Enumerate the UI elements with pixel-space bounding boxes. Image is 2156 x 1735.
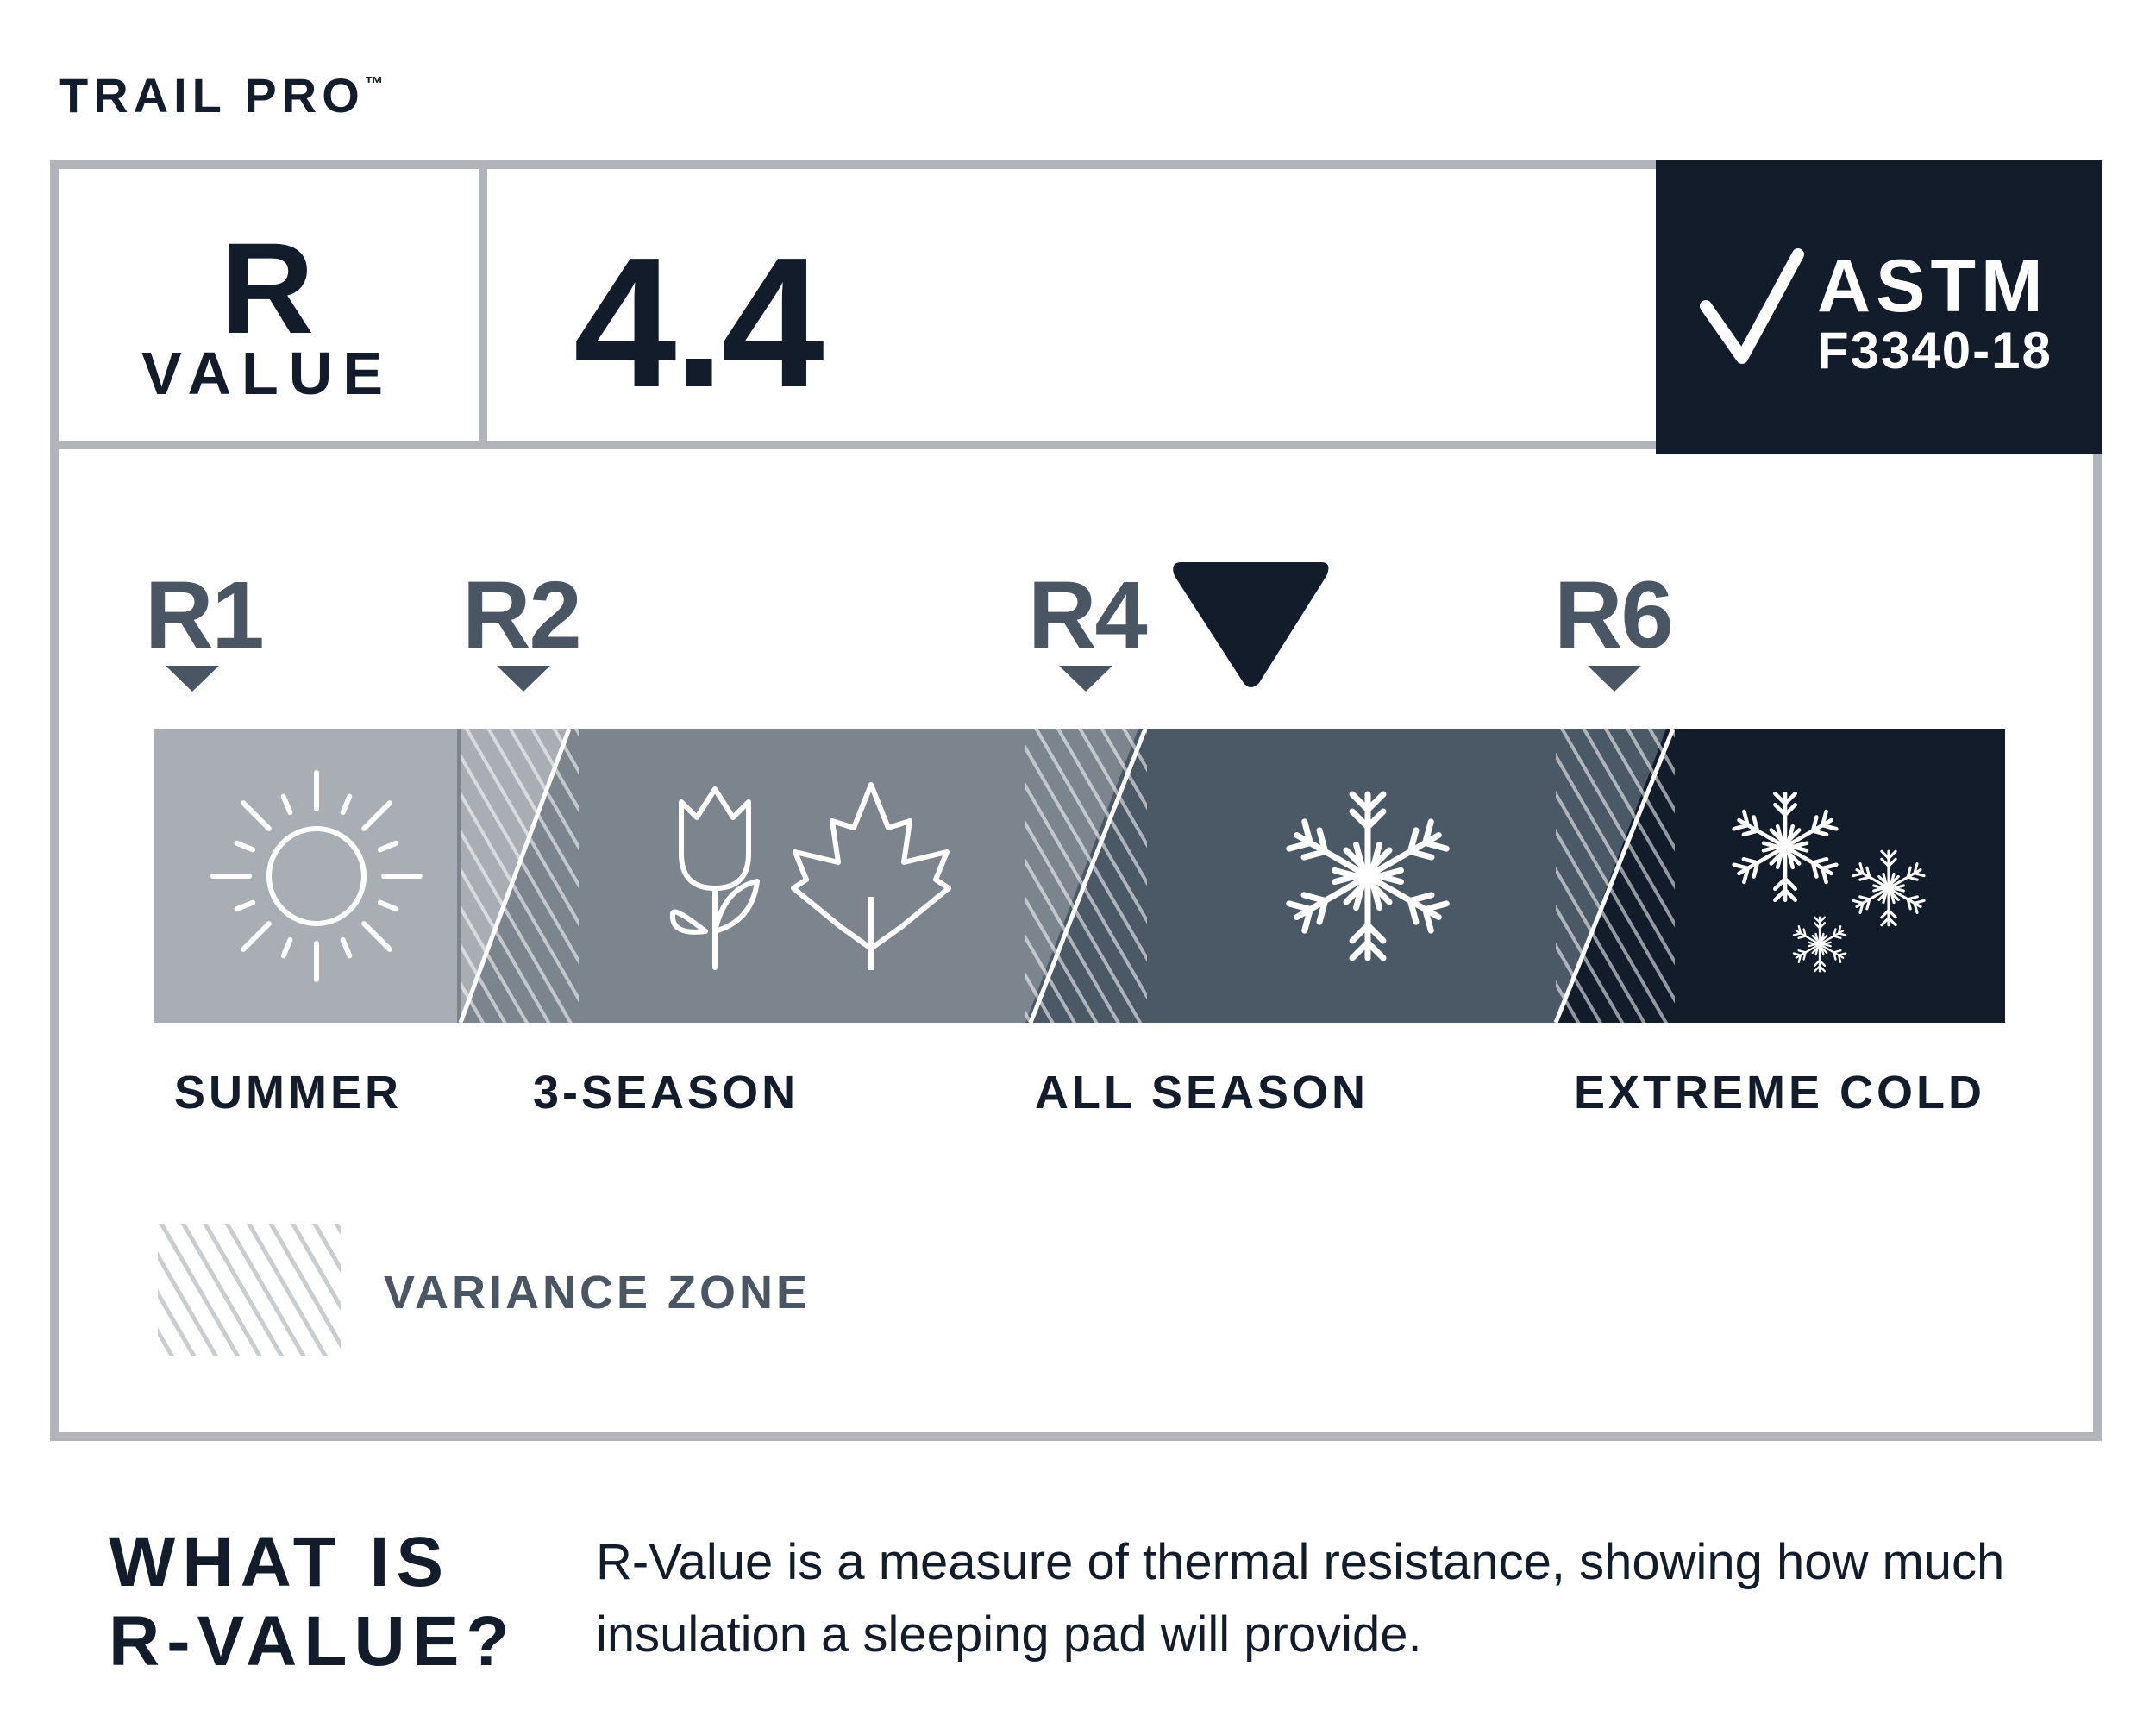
season-label-all-season: ALL SEASON (1035, 1067, 1369, 1118)
marker-label-r1: R1 (145, 562, 265, 668)
label-divider (479, 160, 487, 445)
season-label-3-season: 3-SEASON (533, 1067, 799, 1118)
astm-code: F3340-18 (1817, 322, 2053, 379)
question-heading-line1: WHAT IS (109, 1523, 451, 1601)
question-heading-line2: R-VALUE? (109, 1602, 517, 1681)
astm-name: ASTM (1817, 245, 2048, 328)
r-value-number: 4.4 (573, 218, 824, 426)
variance-zone-label: VARIANCE ZONE (384, 1267, 812, 1318)
marker-label-r2: R2 (462, 562, 582, 668)
season-label-summer: SUMMER (174, 1067, 402, 1118)
top-row-divider (50, 441, 1663, 449)
rating-card-frame (50, 160, 2102, 1441)
brand-title: TRAIL PRO™ (59, 67, 384, 123)
r-label: R (220, 216, 315, 360)
trademark-symbol: ™ (364, 72, 384, 94)
marker-label-r6: R6 (1554, 562, 1674, 668)
r-value-description: R-Value is a measure of thermal resistan… (596, 1534, 2005, 1663)
brand-name: TRAIL PRO (59, 68, 365, 122)
marker-label-r4: R4 (1028, 562, 1148, 668)
value-label: VALUE (141, 340, 394, 407)
season-label-extreme-cold: EXTREME COLD (1574, 1067, 1986, 1118)
